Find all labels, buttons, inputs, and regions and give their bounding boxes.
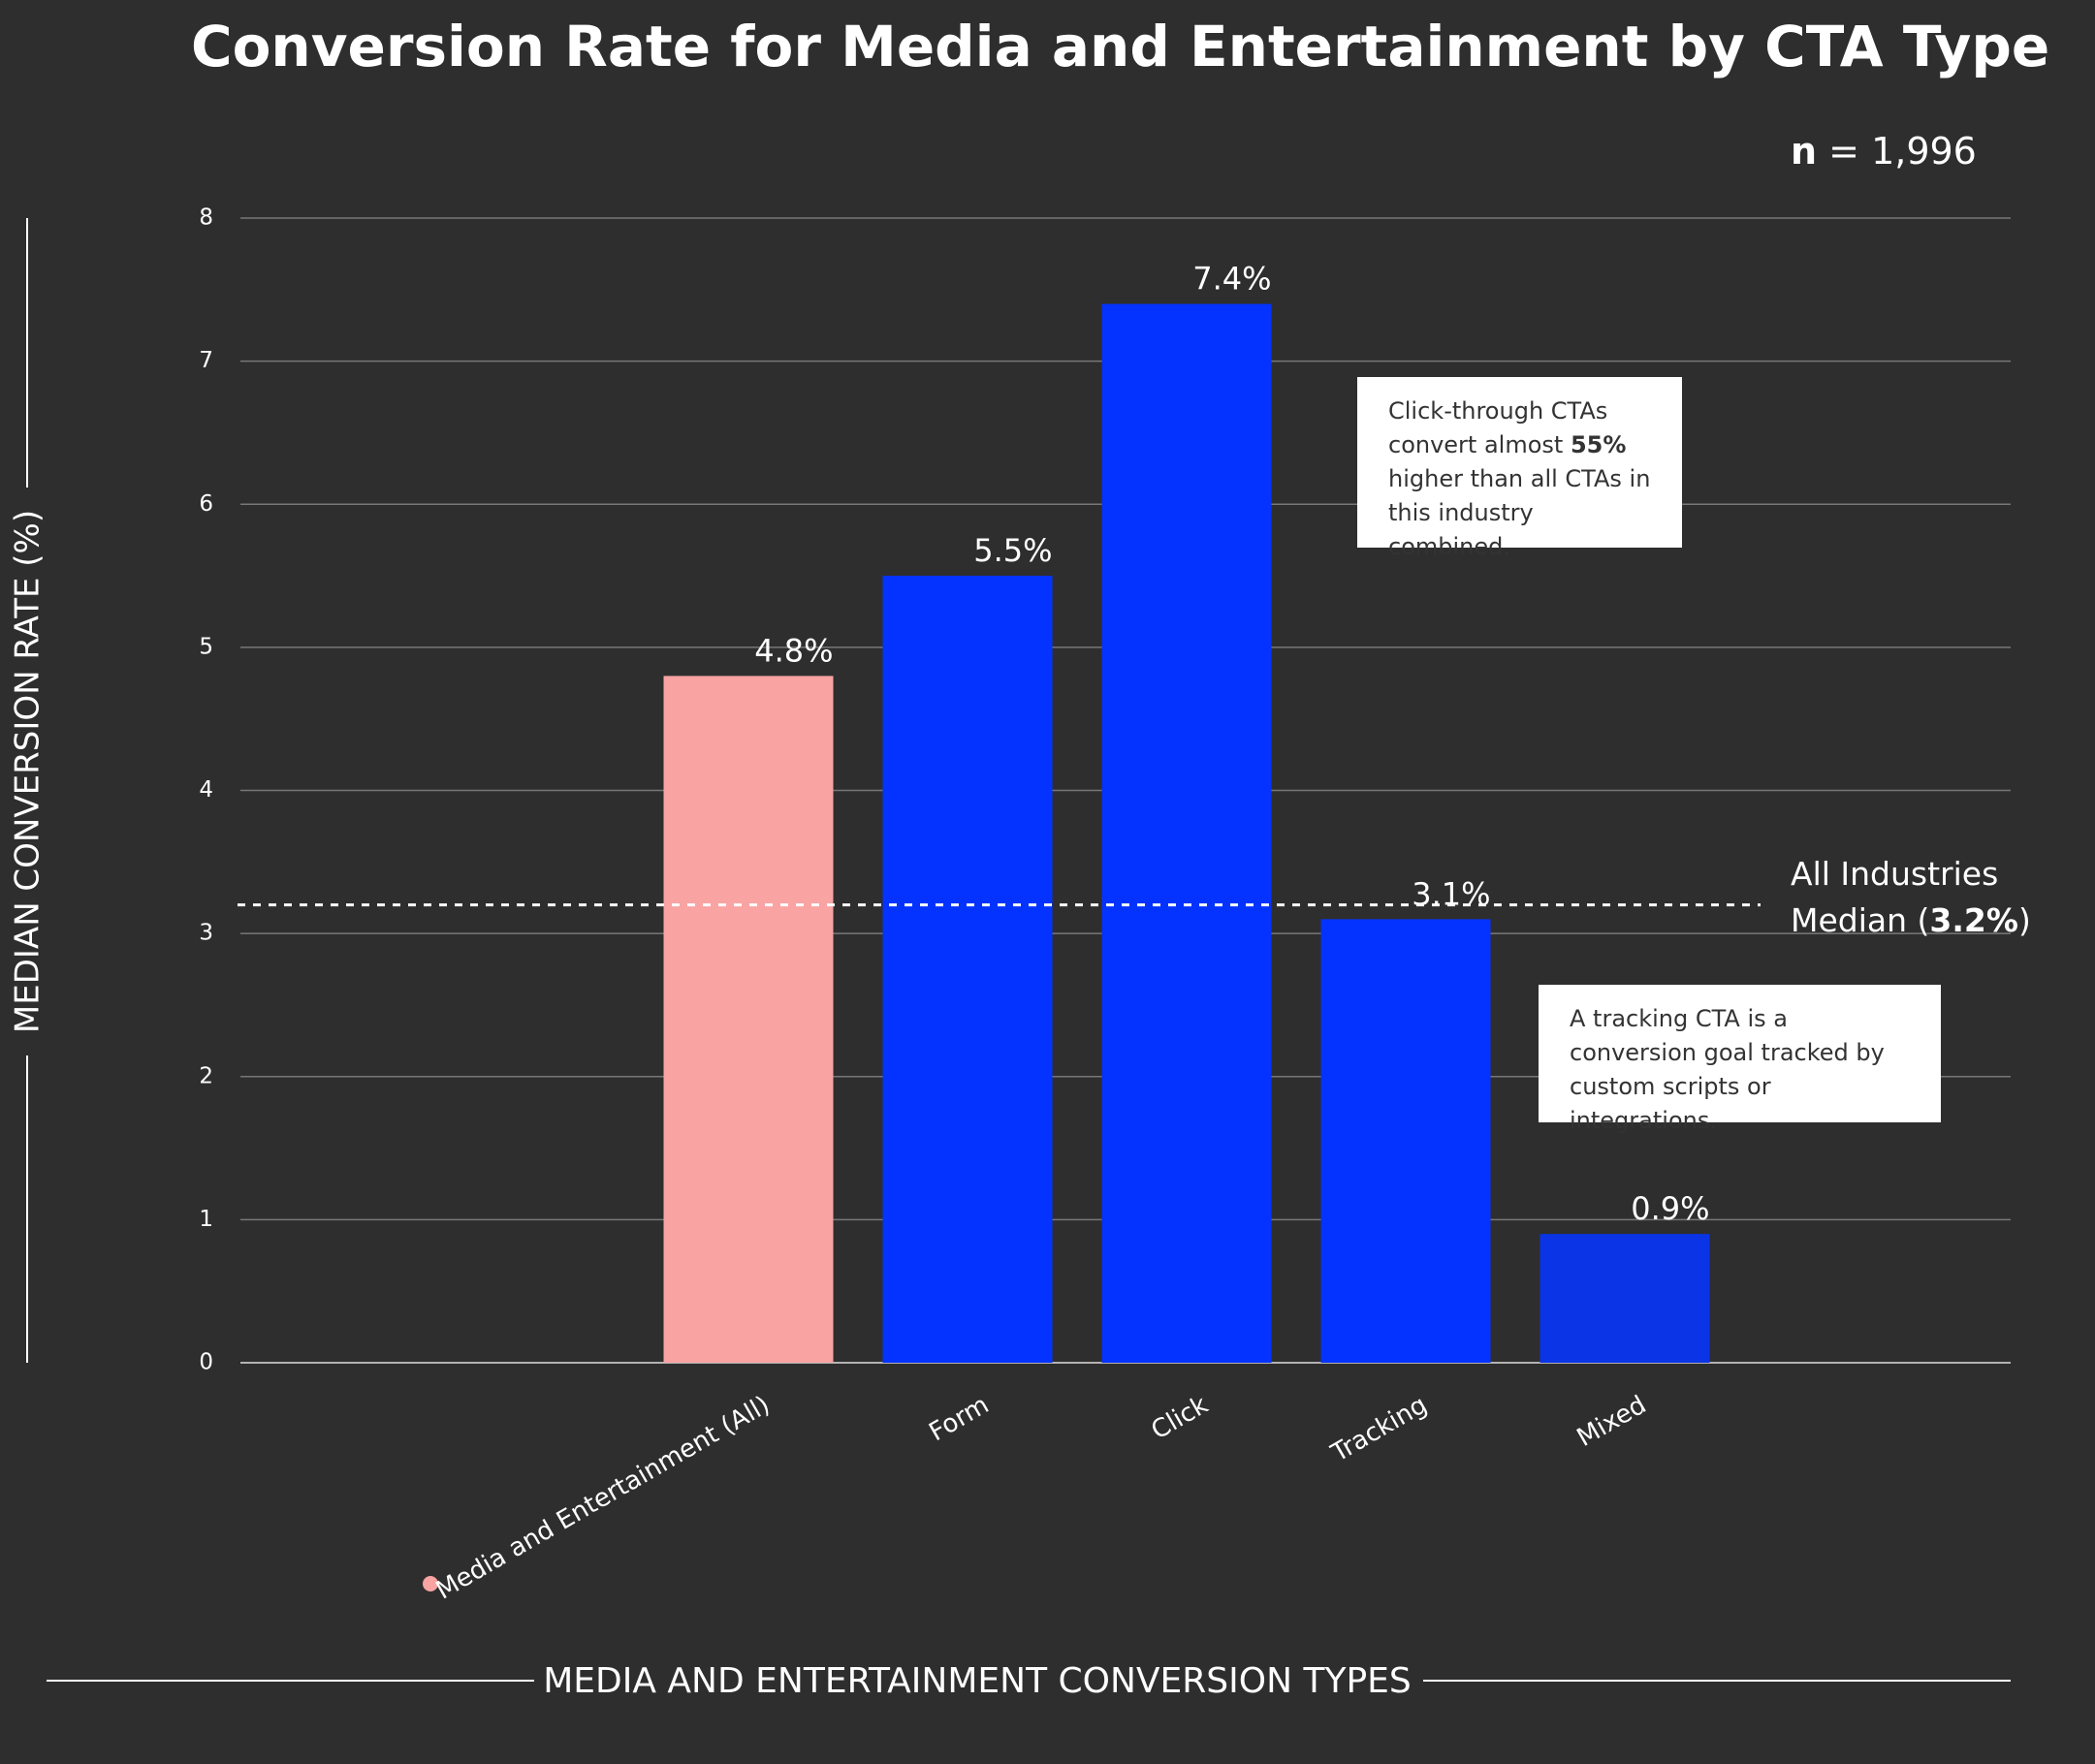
value-label: 0.9% (1631, 1190, 1709, 1227)
sample-label: n (1791, 130, 1818, 173)
y-tick-label: 0 (199, 1350, 213, 1375)
x-axis-title: MEDIA AND ENTERTAINMENT CONVERSION TYPES (543, 1661, 1412, 1701)
y-tick-label: 3 (199, 921, 213, 946)
ref-text: ) (2017, 901, 2031, 939)
sample-text: = 1,996 (1828, 130, 1977, 173)
x-tick-label: Tracking (1326, 1391, 1433, 1469)
legend-dot (423, 1576, 438, 1591)
bar (1320, 919, 1491, 1363)
y-tick-label: 6 (199, 491, 213, 517)
sample-size: n = 1,996 (1791, 130, 1977, 173)
value-label: 4.8% (754, 632, 833, 669)
annotation-text: 55% (1570, 431, 1627, 458)
y-tick-label: 2 (199, 1063, 213, 1088)
bar (882, 576, 1053, 1363)
value-label: 5.5% (973, 532, 1052, 569)
bar (663, 676, 834, 1363)
y-tick-label: 1 (199, 1207, 213, 1232)
bar (1540, 1234, 1710, 1363)
x-tick-label: Click (1147, 1391, 1214, 1446)
annotation-text: A tracking CTA is a conversion goal trac… (1570, 1005, 1885, 1134)
chart-title: Conversion Rate for Media and Entertainm… (191, 14, 2049, 79)
x-tick-label: Mixed (1572, 1391, 1651, 1453)
y-tick-label: 7 (199, 348, 213, 373)
annotation: A tracking CTA is a conversion goal trac… (1539, 985, 1941, 1134)
annotation: Click-through CTAs convert almost 55% hi… (1357, 377, 1682, 560)
y-axis-title: MEDIAN CONVERSION RATE (%) (9, 510, 48, 1033)
value-label: 3.1% (1412, 875, 1490, 912)
ref-value: 3.2% (1929, 901, 2018, 939)
value-label: 7.4% (1192, 261, 1271, 298)
x-tick-label: Media and Entertainment (All) (431, 1391, 775, 1606)
ref-text: All Industries (1791, 855, 1999, 893)
annotation-text: Click-through CTAs convert almost (1388, 397, 1608, 458)
y-tick-label: 8 (199, 205, 213, 231)
reference-label: All Industries Median (3.2%) (1791, 851, 2031, 944)
x-tick-label: Form (925, 1391, 995, 1448)
annotation-text: higher than all CTAs in this industry co… (1388, 465, 1651, 560)
y-tick-label: 4 (199, 777, 213, 803)
bar (1101, 303, 1272, 1364)
ref-text: Median ( (1791, 901, 1930, 939)
y-tick-label: 5 (199, 634, 213, 659)
